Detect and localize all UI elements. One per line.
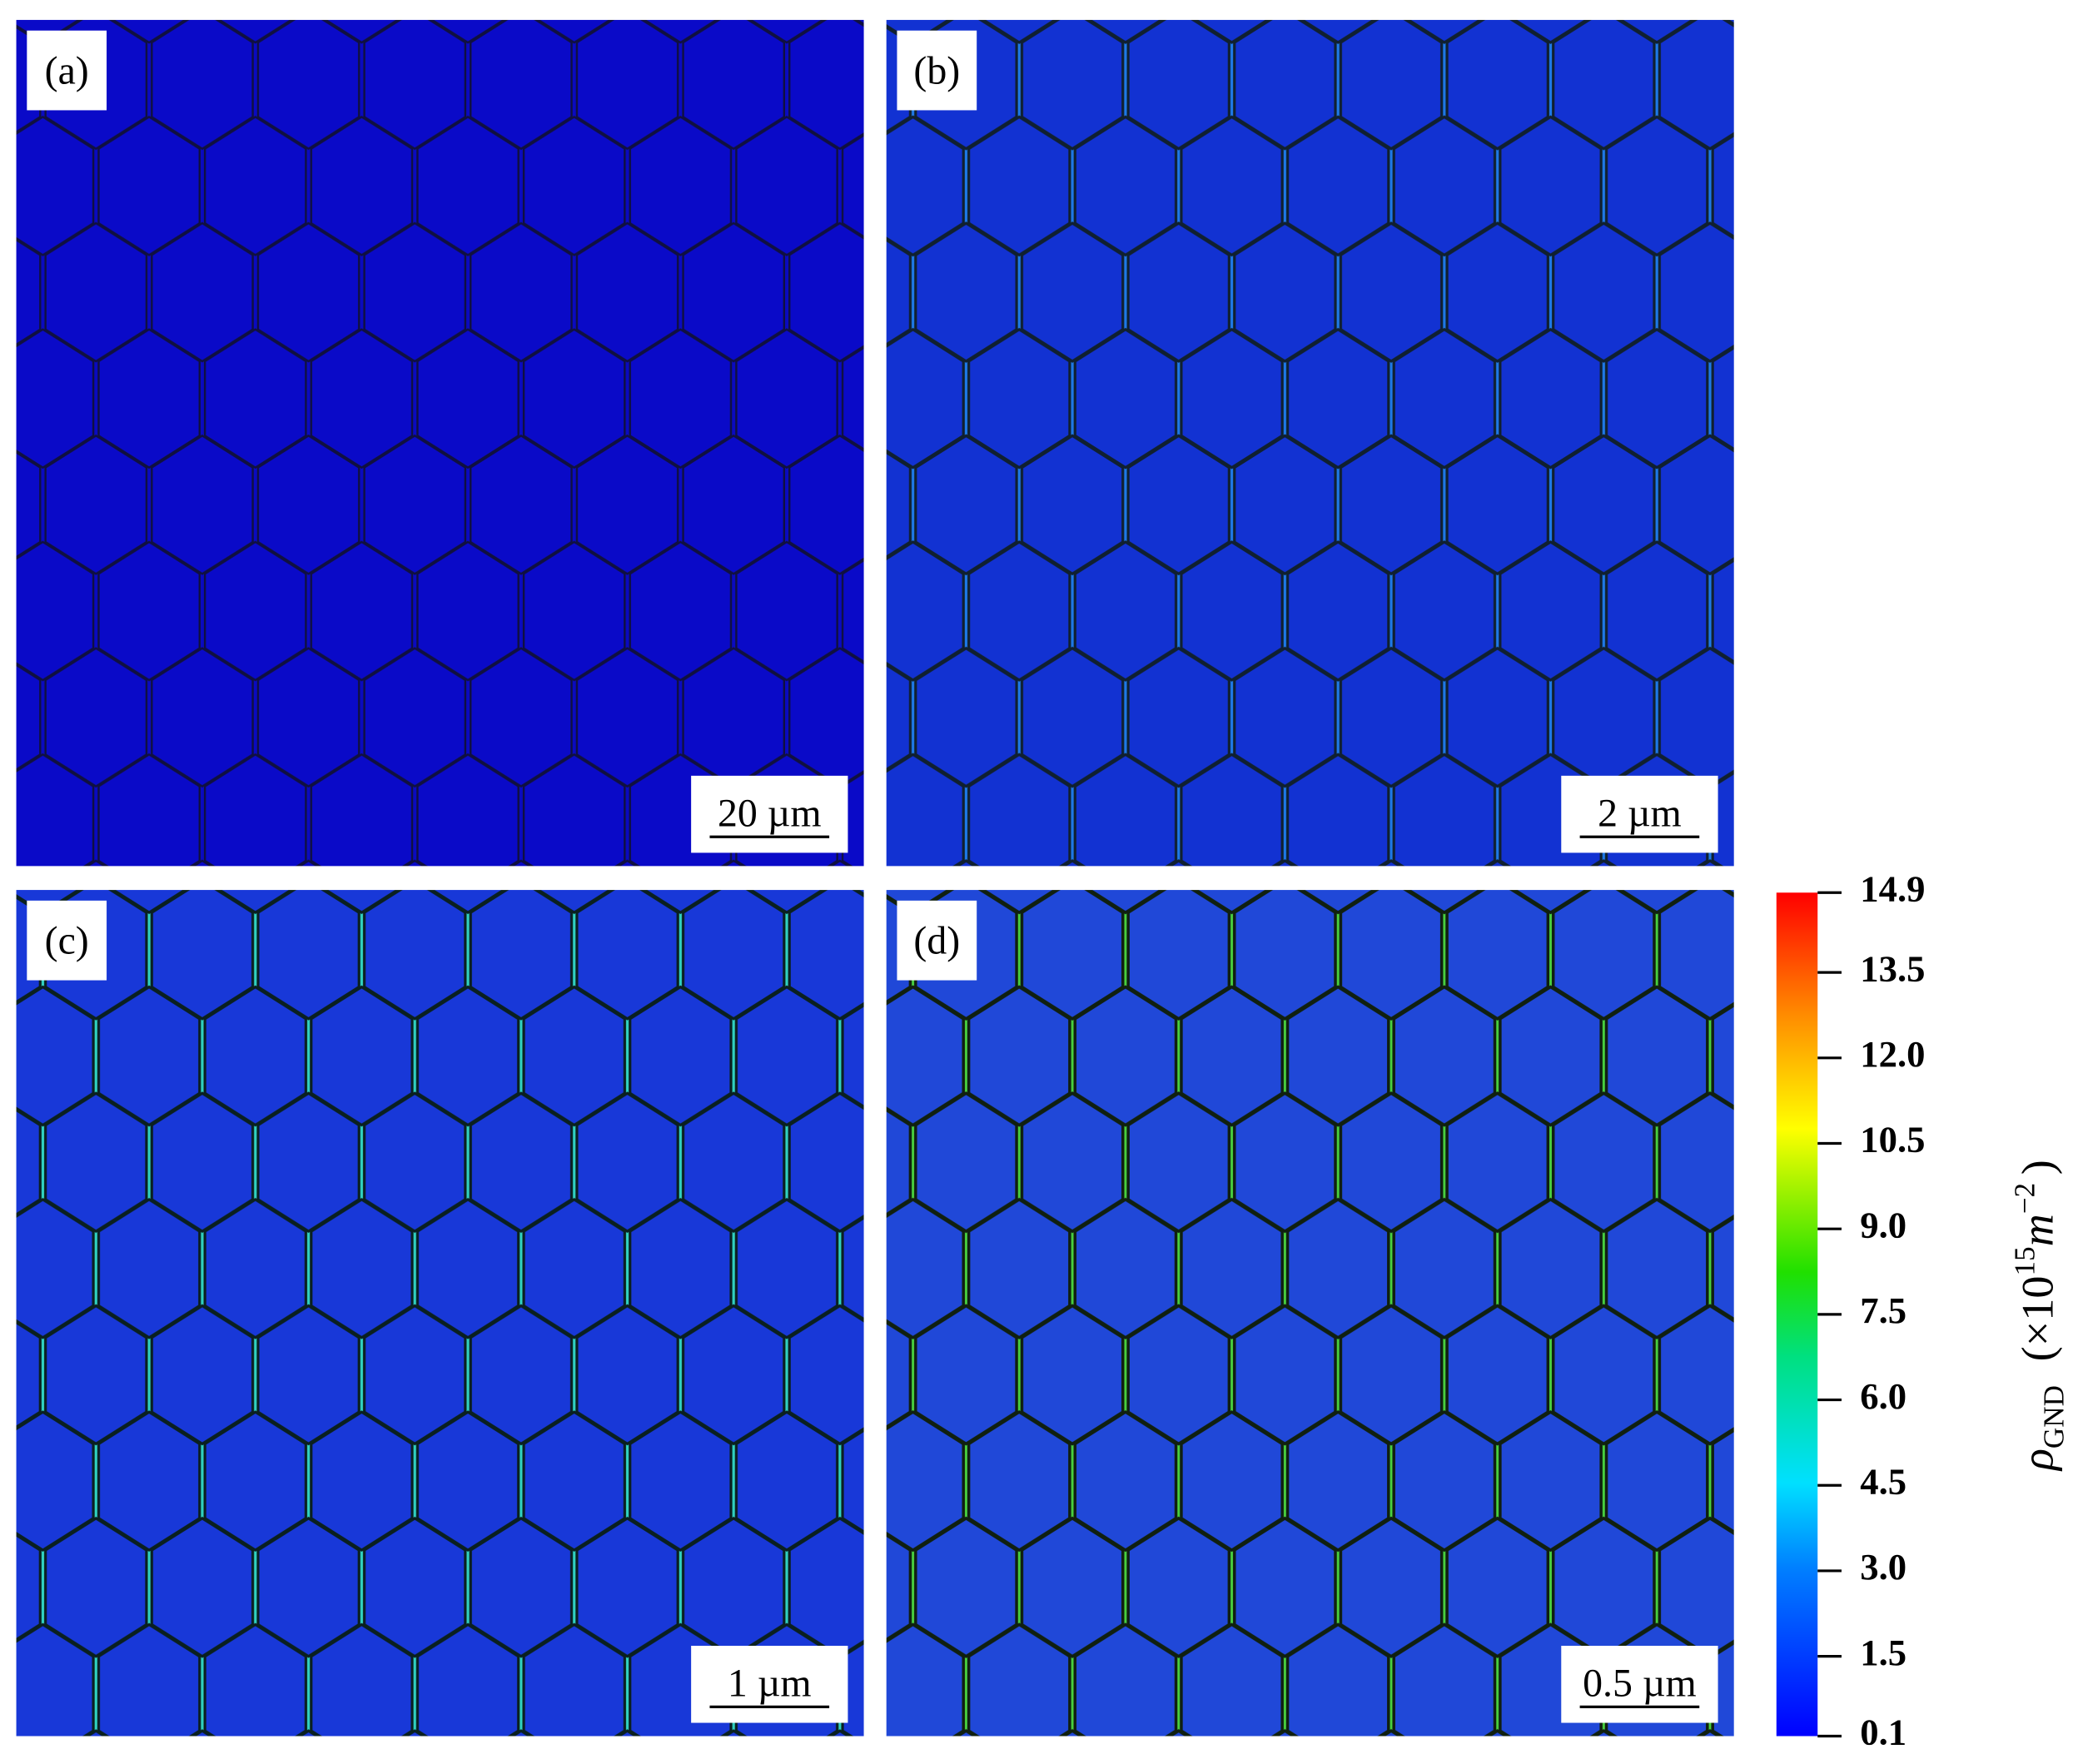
colorbar-tick-label: 7.5 (1860, 1289, 1906, 1331)
scale-bar-label: 0.5 µm (1583, 1662, 1697, 1706)
panel-label: (d) (913, 919, 960, 963)
panel-label: (b) (913, 49, 960, 93)
colorbar-label-part: 15 (2008, 1246, 2041, 1275)
colorbar-label-part: (×10 (2013, 1275, 2063, 1361)
colorbar-tick-label: 6.0 (1860, 1375, 1906, 1417)
colorbar-label-part: m (2013, 1214, 2063, 1246)
colorbar-tick-label: 4.5 (1860, 1461, 1906, 1503)
scale-bar-box (1561, 1645, 1718, 1723)
scale-bar-label: 1 µm (728, 1662, 812, 1706)
colorbar-tick-label: 3.0 (1860, 1546, 1906, 1588)
scale-bar-label: 2 µm (1598, 791, 1682, 835)
grain-map (16, 890, 864, 1737)
panel-label-box (897, 30, 977, 111)
colorbar-label-part: GND (2037, 1385, 2070, 1448)
scale-bar-box (1561, 775, 1718, 853)
scale-bar-label: 20 µm (718, 791, 822, 835)
panel-label: (a) (45, 49, 89, 93)
grain-map (886, 890, 1734, 1737)
scale-bar-box (691, 775, 848, 853)
colorbar (1776, 892, 1818, 1737)
panel-label: (c) (45, 919, 89, 963)
colorbar-label-part: ρ (2013, 1448, 2063, 1472)
colorbar-tick-label: 0.1 (1860, 1712, 1906, 1753)
panel-label-box (27, 900, 107, 981)
colorbar-label-part: −2 (2008, 1183, 2041, 1214)
scale-bar-box (691, 1645, 848, 1723)
grain-map (886, 19, 1734, 867)
colorbar-tick-label: 10.5 (1860, 1119, 1925, 1160)
panel-label-box (27, 30, 107, 111)
grain-map (16, 19, 864, 867)
colorbar-label: ρGND (×1015m−2) (2008, 1160, 2070, 1472)
colorbar-tick-label: 12.0 (1860, 1033, 1925, 1075)
colorbar-tick-label: 1.5 (1860, 1632, 1906, 1673)
colorbar-label-part: ) (2013, 1160, 2063, 1175)
colorbar-tick-label: 13.5 (1860, 947, 1925, 989)
panel-label-box (897, 900, 977, 981)
colorbar-tick-label: 14.9 (1860, 868, 1925, 910)
colorbar-tick-label: 9.0 (1860, 1204, 1906, 1245)
